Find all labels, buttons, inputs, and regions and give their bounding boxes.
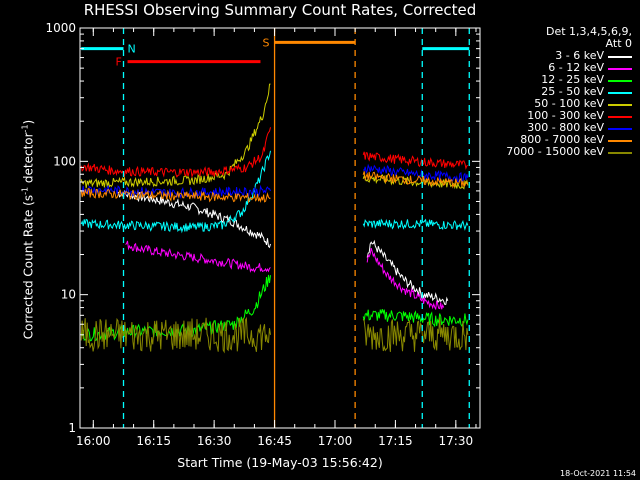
legend-label: 3 - 6 keV: [555, 49, 604, 62]
series-line: [362, 308, 469, 328]
x-tick-label: 17:00: [318, 434, 353, 448]
series-line: [80, 83, 271, 189]
legend: Det 1,3,4,5,6,9, Att 0 3 - 6 keV 6 - 12 …: [474, 26, 634, 158]
y-axis-label: Corrected Count Rate (s-1 detector-1): [21, 110, 36, 350]
x-tick-label: 16:45: [257, 434, 292, 448]
legend-entry: 50 - 100 keV: [474, 98, 634, 110]
y-axis-label-end: ): [21, 119, 36, 125]
series-line: [80, 127, 271, 179]
series-line: [117, 190, 271, 249]
y-tick-label: 10: [61, 288, 76, 302]
y-tick-label: 1000: [45, 21, 76, 35]
legend-entry: 300 - 800 keV: [474, 122, 634, 134]
series-line: [366, 247, 445, 310]
legend-swatch: [608, 80, 632, 82]
y-tick-label: 1: [68, 421, 76, 435]
series-line: [80, 316, 271, 354]
legend-entry: 12 - 25 keV: [474, 74, 634, 86]
x-tick-label: 16:15: [136, 434, 171, 448]
legend-attenuator: Att 0: [605, 37, 632, 50]
series-line: [362, 317, 469, 352]
series-line: [362, 171, 469, 189]
series-line: [362, 163, 469, 184]
legend-entry: 6 - 12 keV: [474, 62, 634, 74]
series-line: [80, 184, 271, 200]
legend-swatch: [608, 56, 632, 58]
x-tick-label: 16:00: [76, 434, 111, 448]
x-tick-label: 17:30: [439, 434, 474, 448]
y-axis-label-text: Corrected Count Rate (s: [21, 194, 36, 340]
series-line: [362, 218, 469, 231]
flag-label: F: [116, 56, 122, 69]
legend-swatch: [608, 68, 632, 70]
chart-title: RHESSI Observing Summary Count Rates, Co…: [83, 1, 477, 19]
y-tick-label: 100: [53, 154, 76, 168]
flag-label: N: [128, 43, 136, 56]
legend-entry: 25 - 50 keV: [474, 86, 634, 98]
x-axis-label: Start Time (19-May-03 15:56:42): [177, 455, 383, 470]
legend-entry: 800 - 7000 keV: [474, 134, 634, 146]
series-line: [125, 240, 271, 273]
y-axis-label-exp1: -1: [20, 186, 30, 195]
y-axis-label-exp2: -1: [20, 124, 30, 133]
x-tick-label: 17:15: [378, 434, 413, 448]
series-line: [362, 151, 469, 170]
plot-frame: [79, 27, 481, 429]
legend-label: 100 - 300 keV: [527, 109, 604, 122]
legend-swatch: [608, 140, 632, 142]
timestamp: 18-Oct-2021 11:54: [560, 469, 636, 478]
legend-detectors: Det 1,3,4,5,6,9,: [545, 25, 632, 38]
legend-label: 50 - 100 keV: [534, 97, 604, 110]
legend-entry: 3 - 6 keV: [474, 50, 634, 62]
legend-entry: 100 - 300 keV: [474, 110, 634, 122]
legend-swatch: [608, 128, 632, 130]
legend-swatch: [608, 104, 632, 106]
legend-label: 12 - 25 keV: [541, 73, 604, 86]
flag-label: S: [263, 36, 270, 49]
legend-swatch: [608, 116, 632, 118]
series-line: [366, 239, 449, 305]
x-tick-label: 16:30: [197, 434, 232, 448]
legend-entry: 7000 - 15000 keV: [474, 146, 634, 158]
legend-swatch: [608, 152, 632, 154]
legend-label: 800 - 7000 keV: [520, 133, 604, 146]
legend-label: 6 - 12 keV: [548, 61, 604, 74]
legend-label: 300 - 800 keV: [527, 121, 604, 134]
legend-label: 7000 - 15000 keV: [506, 145, 604, 158]
series-line: [80, 188, 271, 204]
series-line: [80, 150, 271, 234]
y-axis-label-mid: detector: [21, 132, 36, 187]
legend-label: 25 - 50 keV: [541, 85, 604, 98]
legend-swatch: [608, 92, 632, 94]
